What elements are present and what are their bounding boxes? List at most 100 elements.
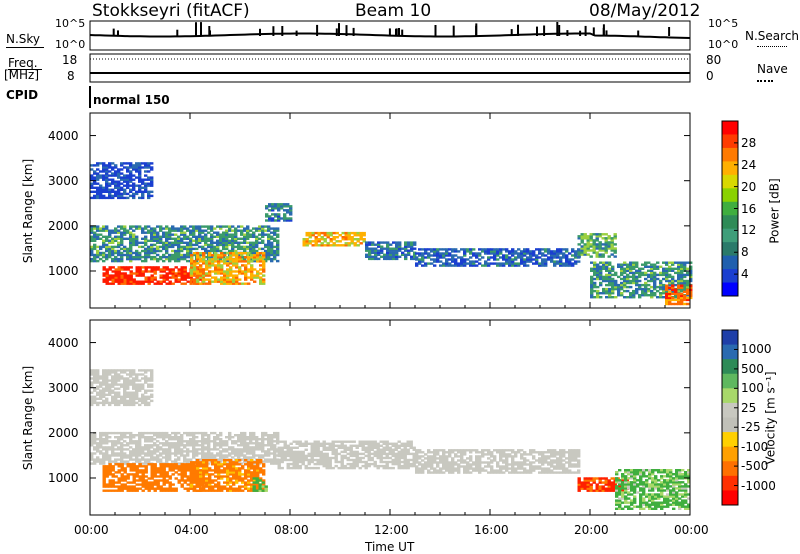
velocity-cell	[102, 489, 106, 492]
power-cell	[114, 227, 118, 230]
power-cell	[647, 283, 651, 287]
power-cell	[595, 247, 599, 250]
power-cell	[668, 265, 672, 268]
power-cell	[120, 253, 124, 257]
velocity-cell	[249, 456, 253, 459]
velocity-cell	[367, 456, 371, 460]
power-cell	[123, 278, 127, 281]
velocity-cell	[228, 448, 232, 451]
velocity-cell	[273, 456, 277, 459]
power-cell	[481, 248, 485, 251]
velocity-cell	[111, 452, 115, 455]
velocity-cell	[132, 395, 136, 398]
power-cell	[126, 229, 130, 232]
power-cell	[644, 273, 648, 277]
power-cell	[350, 231, 354, 235]
power-cell	[117, 282, 121, 285]
velocity-cell	[247, 471, 251, 474]
power-cell	[541, 262, 545, 265]
velocity-cell	[255, 477, 259, 480]
velocity-cell	[283, 446, 287, 449]
power-cell	[674, 261, 678, 264]
power-cell	[314, 236, 318, 239]
power-cell	[308, 236, 312, 239]
velocity-cell	[108, 481, 112, 484]
velocity-cell	[129, 373, 133, 376]
velocity-cell	[205, 467, 209, 470]
velocity-cell	[270, 442, 274, 445]
velocity-cell	[174, 431, 178, 435]
power-cell	[505, 254, 509, 257]
velocity-cell	[231, 436, 235, 439]
power-cell	[289, 211, 293, 214]
power-cell	[359, 238, 363, 241]
velocity-cell	[322, 440, 326, 443]
velocity-cell	[250, 465, 254, 468]
power-cell	[129, 272, 133, 275]
power-cell	[129, 227, 133, 230]
power-cell	[114, 172, 118, 175]
power-cell	[93, 235, 97, 238]
power-cell	[680, 289, 684, 293]
velocity-cell	[247, 465, 251, 468]
velocity-cell	[244, 469, 248, 472]
power-cell	[493, 256, 497, 259]
power-cell	[472, 252, 476, 255]
power-cell	[547, 258, 551, 261]
power-cell	[605, 292, 609, 295]
nsky-label-underline	[6, 47, 44, 48]
velocity-cell	[286, 458, 290, 462]
velocity-cell	[195, 454, 199, 457]
power-cell	[620, 271, 624, 275]
power-cell	[93, 170, 97, 173]
velocity-cell	[162, 450, 166, 453]
velocity-cell	[244, 481, 248, 484]
velocity-cell	[361, 460, 365, 464]
power-cell	[442, 254, 446, 257]
velocity-cell	[93, 373, 97, 376]
power-cell	[168, 227, 172, 230]
power-cell	[108, 178, 112, 181]
power-cell	[171, 249, 175, 253]
power-cell	[132, 233, 136, 236]
velocity-cell	[162, 438, 166, 441]
velocity-cell	[141, 481, 145, 484]
power-cell	[138, 251, 142, 255]
velocity-cell	[276, 434, 280, 437]
velocity-cell	[225, 442, 229, 445]
power-cell	[141, 245, 145, 249]
power-cell	[577, 260, 581, 263]
velocity-cell	[117, 391, 121, 394]
power-cell	[326, 244, 330, 247]
velocity-cell	[334, 456, 338, 460]
power-cell	[190, 264, 194, 267]
power-cell	[135, 255, 139, 259]
power-cell	[680, 275, 684, 279]
velocity-cell	[322, 454, 326, 458]
velocity-cell	[153, 473, 157, 476]
velocity-cell	[355, 454, 359, 458]
power-cell	[395, 255, 399, 258]
velocity-cell	[177, 479, 181, 482]
velocity-cell	[232, 483, 236, 486]
power-cell	[607, 235, 611, 238]
velocity-cell	[90, 444, 94, 447]
velocity-cell	[364, 450, 368, 454]
power-cell	[132, 241, 136, 244]
velocity-cell	[289, 454, 293, 458]
power-cell	[120, 172, 124, 175]
velocity-cell	[105, 436, 109, 439]
power-cell	[338, 244, 342, 247]
velocity-cell	[111, 442, 115, 445]
power-cell	[219, 257, 223, 261]
power-cell	[454, 248, 458, 251]
power-cell	[374, 257, 378, 261]
velocity-cell	[229, 489, 233, 492]
velocity-cell	[129, 450, 133, 453]
power-cell	[593, 265, 597, 268]
power-cell	[159, 245, 163, 249]
power-cell	[132, 235, 136, 238]
power-cell	[96, 225, 100, 228]
velocity-cell	[252, 450, 256, 453]
power-cell	[665, 286, 669, 289]
